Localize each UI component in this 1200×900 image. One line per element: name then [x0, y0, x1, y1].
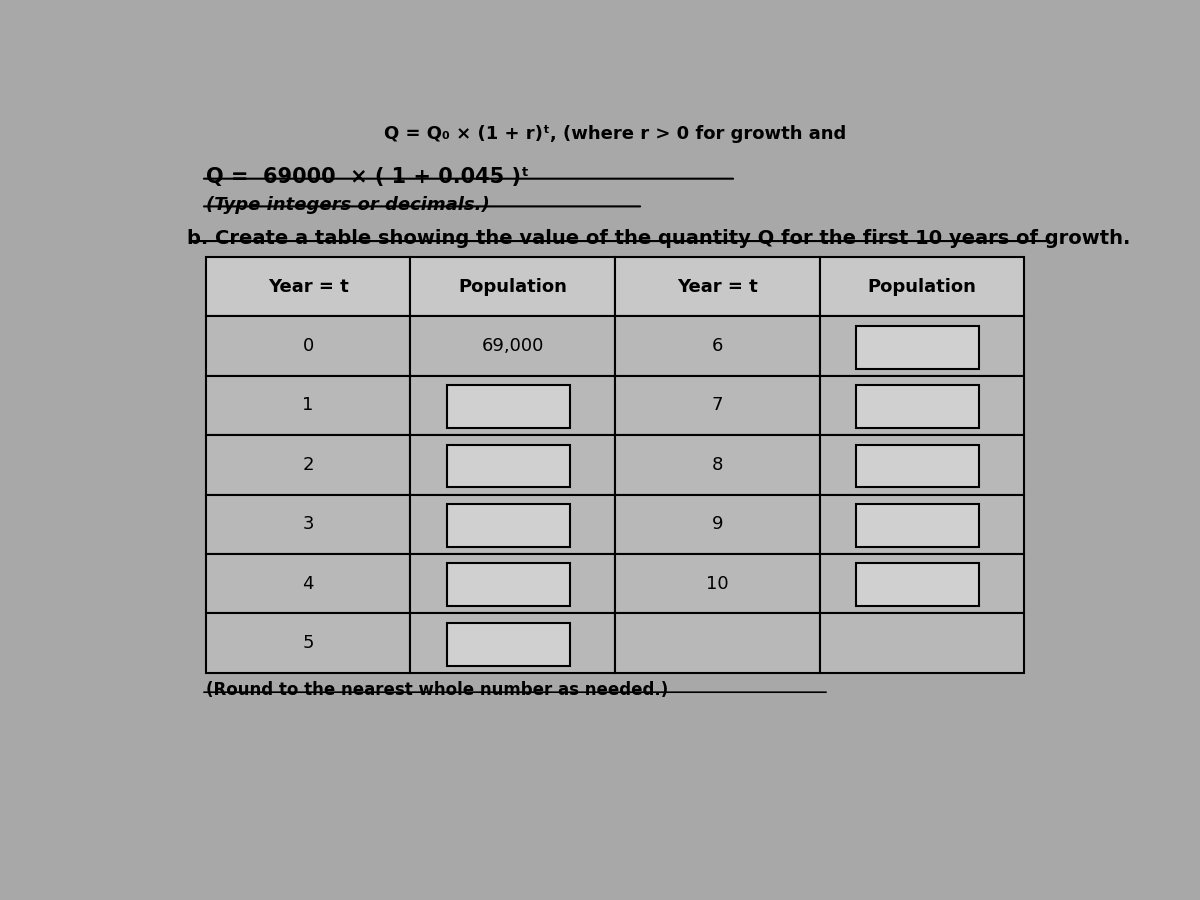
Text: 0: 0 [302, 338, 313, 356]
Bar [616, 436, 820, 495]
Text: Q = Q₀ × (1 + r)ᵗ, (where r > 0 for growth and: Q = Q₀ × (1 + r)ᵗ, (where r > 0 for grow… [384, 125, 846, 143]
Text: 2: 2 [302, 456, 314, 474]
Text: Q =  69000  × ( 1 + 0.045 )ᵗ: Q = 69000 × ( 1 + 0.045 )ᵗ [206, 166, 529, 187]
Bar [410, 614, 616, 673]
Bar [616, 554, 820, 614]
Bar [616, 614, 820, 673]
Bar [616, 495, 820, 554]
Bar [448, 504, 570, 547]
Bar [206, 554, 410, 614]
Bar [448, 563, 570, 607]
Bar [410, 436, 616, 495]
Bar [820, 436, 1025, 495]
Bar [410, 554, 616, 614]
Text: 9: 9 [712, 516, 724, 534]
Bar [857, 563, 979, 607]
Bar [857, 385, 979, 428]
Bar [448, 385, 570, 428]
Text: Year = t: Year = t [268, 278, 348, 296]
Bar [820, 554, 1025, 614]
Bar [206, 436, 410, 495]
Text: 7: 7 [712, 397, 724, 415]
Text: 4: 4 [302, 575, 314, 593]
Bar [857, 504, 979, 547]
Text: 5: 5 [302, 634, 314, 652]
Text: (Round to the nearest whole number as needed.): (Round to the nearest whole number as ne… [206, 681, 668, 699]
Text: 3: 3 [302, 516, 314, 534]
Bar [206, 376, 410, 436]
Bar [857, 445, 979, 488]
Bar [820, 317, 1025, 376]
Text: 1: 1 [302, 397, 313, 415]
Bar [410, 257, 616, 317]
Bar [820, 495, 1025, 554]
Text: Year = t: Year = t [677, 278, 757, 296]
Text: 69,000: 69,000 [481, 338, 544, 356]
Text: Population: Population [458, 278, 568, 296]
Bar [820, 257, 1025, 317]
Bar [206, 614, 410, 673]
Bar [616, 257, 820, 317]
Bar [206, 257, 410, 317]
Bar [410, 376, 616, 436]
Bar [410, 317, 616, 376]
Text: (Type integers or decimals.): (Type integers or decimals.) [206, 196, 490, 214]
Bar [820, 614, 1025, 673]
Text: 8: 8 [712, 456, 722, 474]
Bar [857, 326, 979, 369]
Text: b. Create a table showing the value of the quantity Q for the first 10 years of : b. Create a table showing the value of t… [187, 230, 1130, 248]
Bar [616, 317, 820, 376]
Text: 10: 10 [706, 575, 728, 593]
Bar [206, 495, 410, 554]
Bar [616, 376, 820, 436]
Text: 6: 6 [712, 338, 722, 356]
Bar [448, 623, 570, 666]
Bar [448, 445, 570, 488]
Bar [206, 317, 410, 376]
Bar [410, 495, 616, 554]
Text: Population: Population [868, 278, 977, 296]
Bar [820, 376, 1025, 436]
